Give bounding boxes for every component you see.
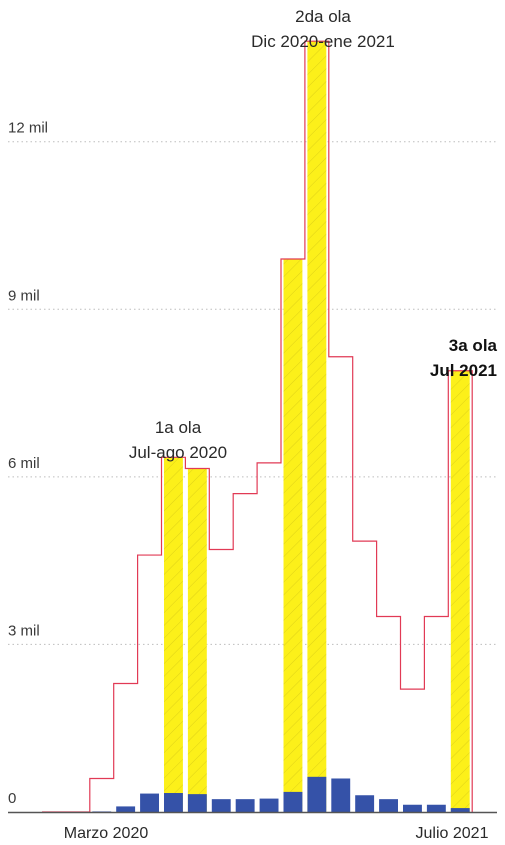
annotation-1-line-1: 1a ola: [155, 418, 202, 437]
bar-2021-02: [331, 778, 351, 812]
bar-2020-12: [283, 791, 303, 812]
bar-2020-10: [235, 799, 255, 812]
highlight-hatch-2021-01: [307, 41, 327, 812]
bar-2020-11: [259, 798, 279, 812]
step-line-path: [42, 40, 473, 813]
bar-2021-03: [355, 795, 375, 812]
step-line-series: [42, 40, 473, 813]
y-tick-label-1: 3 mil: [8, 622, 40, 639]
bar-2020-07: [164, 793, 183, 812]
bar-2020-06: [140, 793, 159, 812]
bar-2021-04: [379, 799, 398, 812]
y-tick-label-2: 6 mil: [8, 455, 40, 472]
bar-2021-05: [403, 804, 422, 812]
y-axis-tick-labels: 0 3 mil 6 mil 9 mil 12 mil: [8, 120, 48, 807]
bar-2021-07: [450, 808, 470, 812]
bar-2021-01: [307, 776, 327, 812]
highlight-hatch-2020-12: [283, 259, 303, 812]
blue-bars-series: [92, 776, 470, 812]
y-tick-label-3: 9 mil: [8, 287, 40, 304]
bar-2020-08: [187, 794, 207, 812]
x-tick-label-1: Julio 2021: [416, 825, 489, 842]
wave-highlight-bars: [164, 41, 470, 812]
annotation-3-line-2: Jul 2021: [430, 361, 497, 380]
annotation-1-line-2: Jul-ago 2020: [129, 443, 227, 462]
highlight-hatch-2021-07: [450, 370, 470, 812]
y-tick-label-4: 12 mil: [8, 120, 48, 137]
gridlines: [8, 141, 497, 645]
bar-2021-06: [426, 804, 446, 812]
annotation-3-line-1: 3a ola: [449, 336, 498, 355]
x-axis-tick-labels: Marzo 2020 Julio 2021: [64, 825, 489, 842]
bar-2020-09: [211, 799, 231, 812]
highlight-hatch-2020-08: [187, 468, 207, 812]
bar-2020-05: [116, 806, 136, 812]
annotation-2-line-2: Dic 2020-ene 2021: [251, 32, 395, 51]
highlight-hatch-2020-07: [164, 457, 183, 812]
annotation-2-line-1: 2da ola: [295, 7, 351, 26]
wave-annotations: 1a ola Jul-ago 2020 2da ola Dic 2020-ene 20…: [129, 7, 498, 462]
x-tick-label-0: Marzo 2020: [64, 825, 149, 842]
y-tick-label-0: 0: [8, 790, 16, 807]
